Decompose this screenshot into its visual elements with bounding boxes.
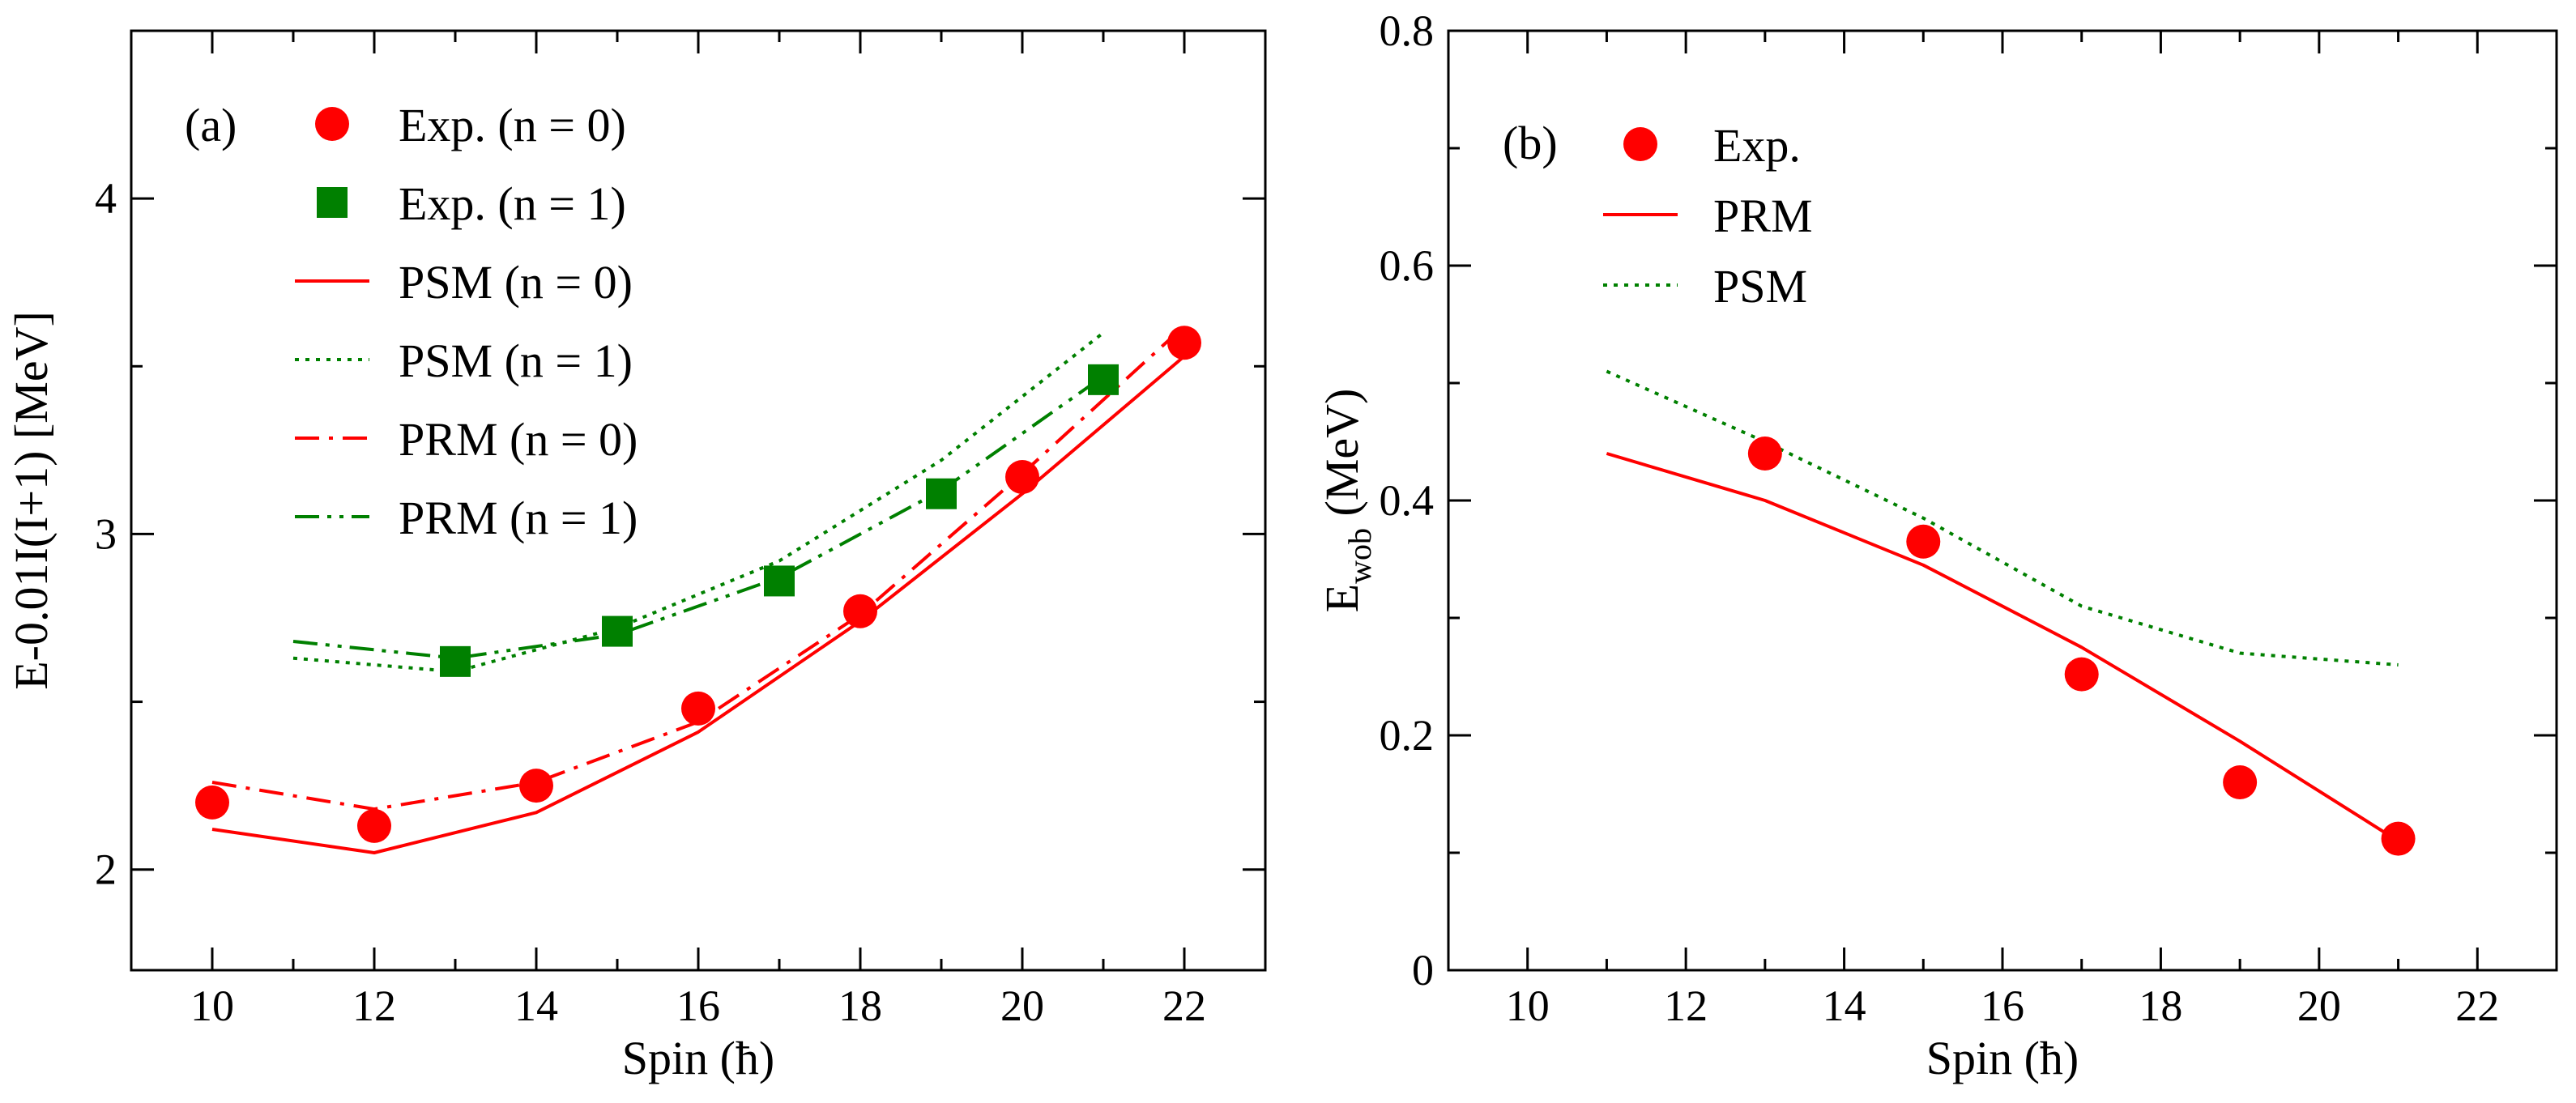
data-point-square xyxy=(602,615,633,647)
y-tick-label: 0.4 xyxy=(1380,476,1435,525)
x-tick-label: 12 xyxy=(352,982,396,1030)
legend-label: PRM (n = 1) xyxy=(399,492,638,544)
x-tick-label: 14 xyxy=(514,982,558,1030)
data-point-square xyxy=(764,565,795,597)
data-point-circle xyxy=(195,785,229,820)
x-tick-label: 10 xyxy=(190,982,234,1030)
y-tick-label: 0.6 xyxy=(1380,241,1435,290)
data-point-circle xyxy=(681,691,715,726)
y-tick-label: 4 xyxy=(95,174,117,223)
data-point-square xyxy=(926,478,957,509)
data-point-circle xyxy=(1005,460,1039,494)
x-tick-label: 10 xyxy=(1506,982,1550,1030)
x-axis-title: Spin (ħ) xyxy=(1926,1032,2079,1084)
data-point-circle xyxy=(1906,524,1941,559)
legend-label: Exp. xyxy=(1713,119,1801,172)
data-point-circle xyxy=(2223,765,2258,799)
y-axis-title-unit: (MeV) xyxy=(1316,389,1368,528)
legend-marker-circle xyxy=(315,107,349,141)
y-axis-title: Ewob (MeV) xyxy=(1316,389,1378,613)
data-point-square xyxy=(1088,364,1119,395)
series-line-dashdotdot-5 xyxy=(292,375,1105,660)
data-point-circle xyxy=(2381,821,2416,856)
data-point-circle xyxy=(843,594,877,628)
series-line-solid-1 xyxy=(1606,452,2399,843)
legend-label: Exp. (n = 0) xyxy=(399,99,626,151)
x-tick-label: 16 xyxy=(676,982,720,1030)
data-point-circle xyxy=(1747,437,1782,471)
y-tick-label: 2 xyxy=(95,845,117,894)
legend-label: Exp. (n = 1) xyxy=(399,177,626,230)
data-point-circle xyxy=(357,808,391,843)
x-tick-label: 12 xyxy=(1664,982,1708,1030)
legend-label: PRM (n = 0) xyxy=(399,413,638,466)
x-tick-label: 18 xyxy=(838,982,882,1030)
legend-label: PSM (n = 0) xyxy=(399,256,633,309)
legend-label: PSM xyxy=(1713,260,1807,313)
y-axis-title-subscript: wob xyxy=(1341,528,1378,584)
x-axis-title: Spin (ħ) xyxy=(622,1032,775,1084)
y-tick-label: 0 xyxy=(1412,946,1434,994)
x-tick-label: 14 xyxy=(1823,982,1866,1030)
y-axis-title-main: E xyxy=(1316,584,1368,612)
x-tick-label: 20 xyxy=(2297,982,2341,1030)
panel-label: (a) xyxy=(185,99,237,151)
panel-b-wobbling-energy-vs-spin: 10 12 14 16 18 20 22 0 0.2 0.4 0.6 0.8 Spin (ħ) Ewob … xyxy=(1316,6,2558,1084)
y-tick-label: 0.8 xyxy=(1380,6,1435,55)
x-tick-label: 20 xyxy=(1000,982,1044,1030)
legend-marker-circle xyxy=(1623,127,1657,161)
legend-label: PSM (n = 1) xyxy=(399,334,633,387)
panel-label: (b) xyxy=(1503,117,1558,169)
data-point-circle xyxy=(519,769,553,803)
legend-marker-square xyxy=(317,187,348,218)
data-point-circle xyxy=(2064,657,2099,692)
x-tick-label: 22 xyxy=(1162,982,1206,1030)
x-tick-label: 18 xyxy=(2139,982,2182,1030)
legend-label: PRM xyxy=(1713,190,1813,242)
x-tick-label: 22 xyxy=(2455,982,2499,1030)
data-point-circle xyxy=(1167,326,1201,360)
y-tick-label: 3 xyxy=(95,509,117,558)
data-point-square xyxy=(440,645,471,677)
x-tick-label: 16 xyxy=(1981,982,2024,1030)
y-tick-label: 0.2 xyxy=(1380,711,1435,760)
y-axis-title: E-0.01I(I+1) [MeV] xyxy=(5,311,58,690)
